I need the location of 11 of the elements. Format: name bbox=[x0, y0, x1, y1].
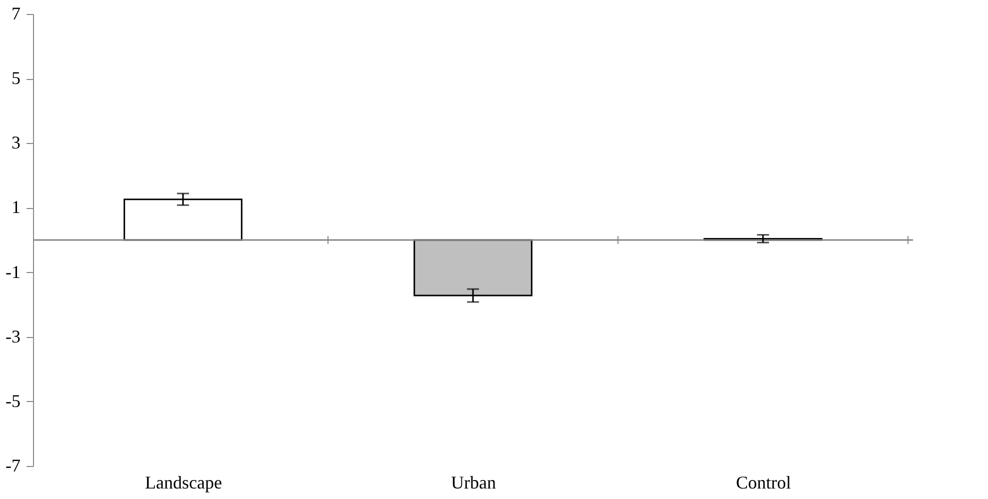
x-tick-label: Landscape bbox=[145, 472, 222, 492]
y-tick-label: 3 bbox=[12, 132, 20, 153]
y-tick-label: -1 bbox=[6, 262, 20, 282]
y-tick-label: -7 bbox=[6, 456, 20, 476]
x-tick-label: Urban bbox=[451, 472, 496, 492]
x-tick-label: Control bbox=[736, 472, 792, 492]
y-tick-label: 1 bbox=[12, 197, 20, 218]
y-tick-label: 7 bbox=[12, 4, 20, 24]
y-tick-label: 5 bbox=[12, 68, 20, 88]
y-tick-label: -3 bbox=[6, 326, 20, 346]
y-tick-label: -5 bbox=[6, 390, 20, 411]
